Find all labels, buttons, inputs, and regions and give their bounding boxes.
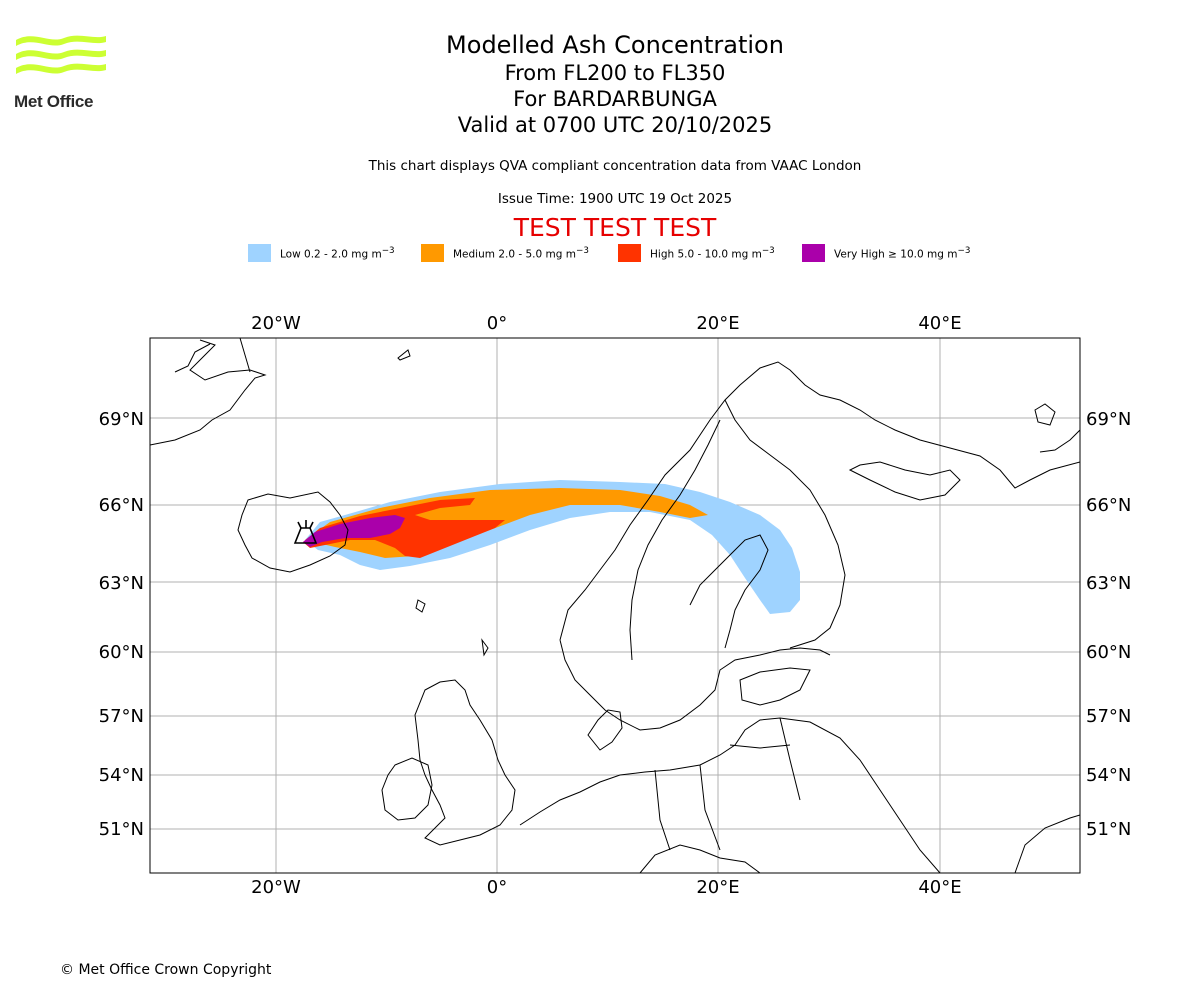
lat-label-left-63: 63°N [99,573,144,594]
coast-gulf-bothnia [689,534,769,649]
map-frame-bg [150,338,1080,873]
coast-kola [848,461,961,501]
plume-high [303,498,505,558]
volcano-name: For BARDARBUNGA [513,87,717,111]
legend-swatch-high [618,244,641,262]
legend-swatch-very-high [802,244,825,262]
lon-label-bottom-20w: 20°W [251,877,301,898]
legend-label-low: Low 0.2 - 2.0 mg m [280,248,382,261]
lat-label-left-54: 54°N [99,765,144,786]
lon-label-bottom-0: 0° [487,877,507,898]
lat-label-right-60: 60°N [1086,642,1131,663]
lat-label-right-66: 66°N [1086,495,1131,516]
legend-unit-sup: −3 [575,246,589,256]
lat-label-right-63: 63°N [1086,573,1131,594]
test-banner: TEST TEST TEST [513,213,717,242]
chart-description: This chart displays QVA compliant concen… [368,158,862,174]
coast-denmark [587,709,623,751]
lat-label-right-69: 69°N [1086,409,1131,430]
coast-shetland [481,638,489,657]
lat-label-left-51: 51°N [99,819,144,840]
legend-unit-sup: −3 [761,246,775,256]
coast-finland-border [724,399,846,649]
volcano-icon [293,520,318,544]
lat-label-left-57: 57°N [99,706,144,727]
chart-title: Modelled Ash Concentration [446,31,784,59]
legend-label-high: High 5.0 - 10.0 mg m [650,248,762,261]
plume-very-high [303,515,405,547]
valid-time: Valid at 0700 UTC 20/10/2025 [457,113,773,137]
met-office-logo: Met Office [14,30,109,112]
legend-label-medium: Medium 2.0 - 5.0 mg m [453,248,576,261]
legend-swatch-low [248,244,271,262]
legend-unit-sup: −3 [381,246,395,256]
legend-label-very-high: Very High ≥ 10.0 mg m [834,248,958,261]
lon-label-top-40e: 40°E [918,313,961,334]
coast-iceland [237,491,349,573]
title-block: Modelled Ash Concentration From FL200 to… [0,30,1200,138]
lon-label-bottom-40e: 40°E [918,877,961,898]
coast-norway-sweden-border [629,419,721,661]
lat-label-right-57: 57°N [1086,706,1131,727]
lon-label-top-0: 0° [487,313,507,334]
logo-waves-icon [16,35,106,74]
coast-country-borders [654,717,1080,873]
lat-label-right-51: 51°N [1086,819,1131,840]
coastlines [150,338,1080,873]
coast-scandinavia [559,361,1080,731]
copyright: © Met Office Crown Copyright [60,962,272,978]
logo-text: Met Office [14,92,94,111]
coast-svalbard-bear [1034,403,1080,453]
graticule [150,338,1080,873]
coast-greenland [150,338,267,446]
issue-time: Issue Time: 1900 UTC 19 Oct 2025 [497,191,733,207]
legend-swatch-medium [421,244,444,262]
coast-baltic-states [739,667,811,706]
lon-label-top-20w: 20°W [251,313,301,334]
coast-ireland [381,757,433,821]
map-frame [149,337,1081,874]
lat-label-left-69: 69°N [99,409,144,430]
legend-unit-sup: −3 [957,246,971,256]
ash-plume [303,480,800,614]
lon-label-top-20e: 20°E [696,313,739,334]
lat-label-left-60: 60°N [99,642,144,663]
lat-label-right-54: 54°N [1086,765,1131,786]
lat-label-left-66: 66°N [99,495,144,516]
coast-britain [414,679,516,846]
flight-levels: From FL200 to FL350 [504,61,726,85]
lon-label-bottom-20e: 20°E [696,877,739,898]
coast-jan-mayen [397,349,411,361]
coast-faroes [415,599,426,613]
